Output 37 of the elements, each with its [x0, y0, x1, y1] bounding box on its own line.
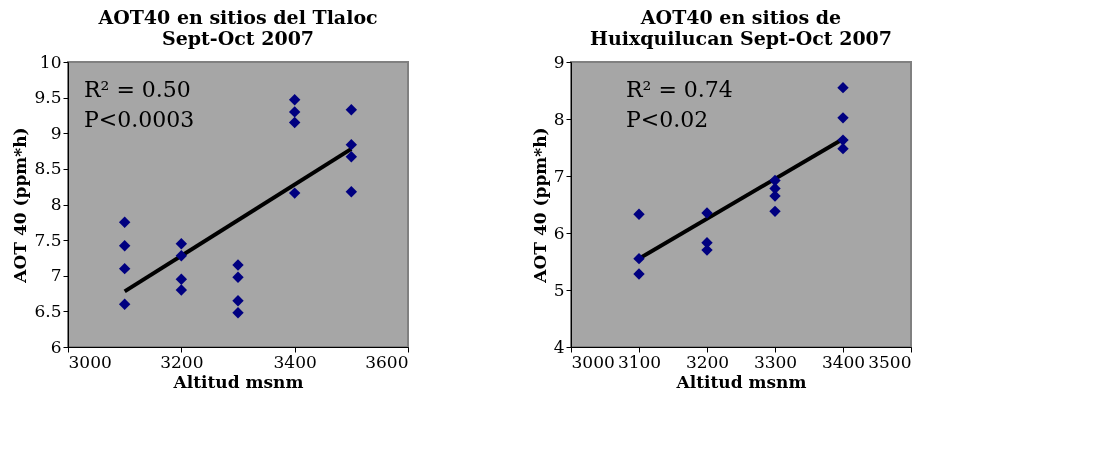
y-tick-label: 7	[50, 265, 62, 286]
x-axis-title: Altitud msnm	[172, 371, 304, 392]
y-tick-label: 8	[50, 194, 62, 214]
x-tick-label: 3600	[365, 351, 409, 372]
y-axis-title: AOT 40 (ppm*h)	[10, 127, 31, 284]
text: Sept-Oct 2007	[161, 27, 315, 49]
y-tick-label: 10	[39, 51, 62, 72]
x-tick-label: 3000	[571, 351, 615, 372]
y-tick-label: 9	[50, 122, 62, 143]
x-tick-label: 3200	[160, 351, 204, 372]
x-tick-label: 3400	[273, 351, 317, 372]
text: Huixquilucan Sept-Oct 2007	[589, 27, 893, 49]
y-tick-label: 8	[553, 108, 565, 129]
x-tick-label: 3100	[617, 351, 662, 372]
x-tick-label: 3000	[68, 351, 112, 372]
y-tick-label: 9.5	[34, 87, 62, 108]
y-tick-label: 7.5	[34, 229, 62, 250]
x-tick-label: 3500	[868, 351, 912, 372]
x-tick-label: 3200	[685, 351, 730, 372]
y-tick-label: 4	[553, 336, 565, 357]
y-tick-label: 6	[50, 336, 62, 357]
annotation: P<0.02	[626, 107, 709, 132]
text: AOT40 en sitios de	[640, 6, 842, 28]
y-tick-label: 7	[553, 165, 565, 186]
y-tick-label: 8.5	[34, 158, 62, 179]
x-tick-label: 3400	[821, 351, 866, 372]
annotation: R² = 0.50	[84, 77, 191, 102]
text: AOT40 en sitios del Tlaloc	[98, 6, 378, 28]
annotation: P<0.0003	[84, 107, 195, 132]
y-tick-label: 5	[553, 279, 565, 300]
y-tick-label: 6.5	[34, 300, 62, 321]
x-axis-title: Altitud msnm	[675, 371, 807, 392]
y-axis-title: AOT 40 (ppm*h)	[529, 127, 550, 284]
x-tick-label: 3300	[753, 351, 798, 372]
annotation: R² = 0.74	[626, 77, 733, 102]
y-tick-label: 9	[553, 51, 565, 72]
y-tick-label: 6	[553, 222, 565, 243]
